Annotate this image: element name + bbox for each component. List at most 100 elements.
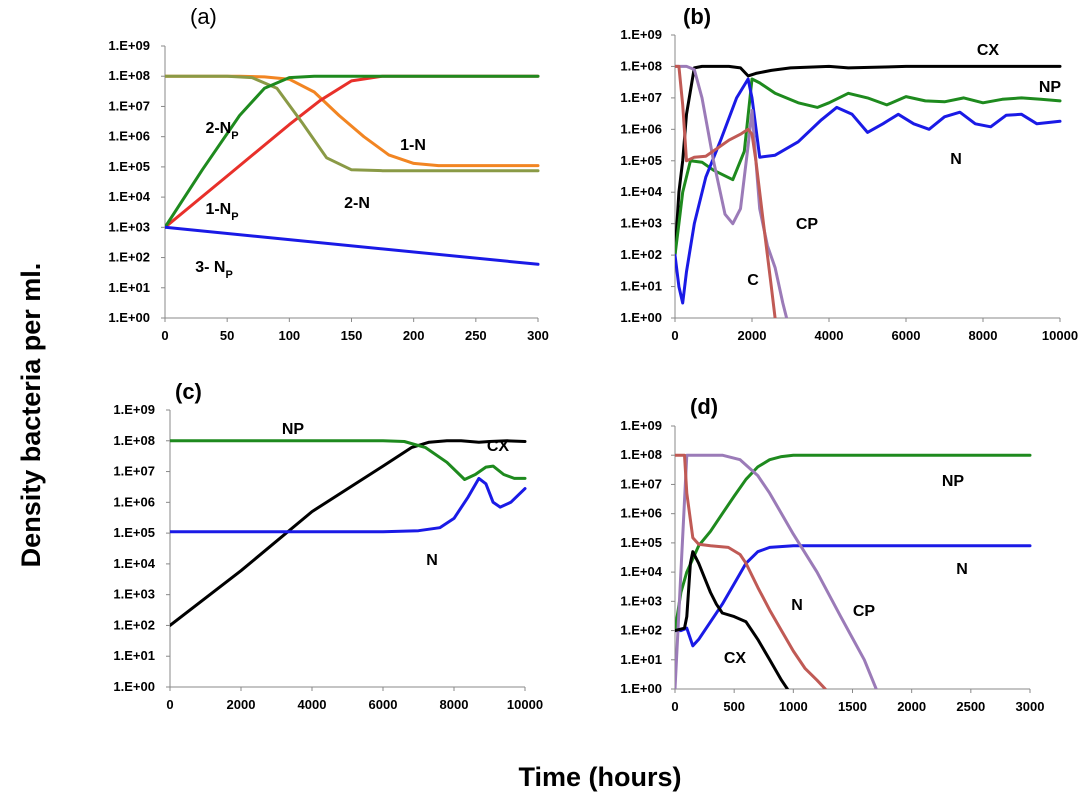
y-tick-label: 1.E+08 <box>113 433 155 448</box>
y-tick-label: 1.E+08 <box>108 68 150 83</box>
series-label: CP <box>853 603 876 620</box>
series-label: NP <box>282 421 305 438</box>
chart-panel-d: 1.E+09 1.E+08 1.E+07 1.E+06 1.E+05 1.E+04 1.E+… <box>620 394 1044 714</box>
y-tick-label: 1.E+07 <box>620 476 662 491</box>
y-tick-label: 1.E+07 <box>620 90 662 105</box>
y-tick-label: 1.E+07 <box>113 464 155 479</box>
y-tick-label: 1.E+09 <box>113 402 155 417</box>
chart-panel-a: 1.E+00 1.E+01 1.E+02 1.E+03 1.E+04 1.E+05 1.E+… <box>108 4 548 343</box>
x-tick-label: 0 <box>166 697 173 712</box>
x-tick-label: 2000 <box>227 697 256 712</box>
y-tick-label: 1.E+05 <box>620 153 662 168</box>
series-line-n <box>170 476 527 534</box>
panel-label: (b) <box>683 4 711 29</box>
x-tick-label: 100 <box>278 328 300 343</box>
chart-panel-b: 1.E+09 1.E+08 1.E+07 1.E+06 1.E+05 1.E+04 1.E+… <box>620 4 1078 343</box>
x-tick-label: 150 <box>341 328 363 343</box>
series-line-2-np <box>165 74 540 229</box>
series-label: C <box>747 272 759 289</box>
y-tick-label: 1.E+07 <box>108 98 150 113</box>
x-tick-label: 50 <box>220 328 234 343</box>
y-tick-label: 1.E+06 <box>620 506 662 521</box>
x-tick-label: 4000 <box>298 697 327 712</box>
panel-label: (a) <box>190 4 217 29</box>
y-tick-label: 1.E+03 <box>108 219 150 234</box>
figure-y-axis-label: Density bacteria per ml. <box>16 263 46 568</box>
y-tick-label: 1.E+01 <box>620 279 662 294</box>
x-tick-label: 8000 <box>969 328 998 343</box>
x-tick-label: 1500 <box>838 699 867 714</box>
series-line-np <box>170 439 527 481</box>
series-label: N <box>791 597 803 614</box>
series-label: CX <box>724 650 747 667</box>
series-line-cx <box>675 64 1062 257</box>
x-tick-label: 3000 <box>1016 699 1045 714</box>
y-tick-label: 1.E+03 <box>113 587 155 602</box>
series-label: 3- NP <box>195 259 233 281</box>
x-tick-label: 6000 <box>892 328 921 343</box>
panel-label: (d) <box>690 394 718 419</box>
x-tick-label: 300 <box>527 328 549 343</box>
y-tick-label: 1.E+08 <box>620 447 662 462</box>
panel-label: (c) <box>175 379 202 404</box>
y-tick-label: 1.E+05 <box>113 525 155 540</box>
x-tick-label: 6000 <box>369 697 398 712</box>
series-line-1-n <box>165 74 540 168</box>
y-tick-label: 1.E+09 <box>108 38 150 53</box>
series-line-cx <box>170 439 527 627</box>
y-tick-label: 1.E+03 <box>620 593 662 608</box>
y-tick-label: 1.E+02 <box>108 250 150 265</box>
x-tick-label: 10000 <box>1042 328 1078 343</box>
x-tick-label: 200 <box>403 328 425 343</box>
y-tick-label: 1.E+04 <box>620 184 662 199</box>
y-tick-label: 1.E+00 <box>108 310 150 325</box>
y-tick-label: 1.E+09 <box>620 27 662 42</box>
chart-panel-c: 1.E+00 1.E+01 1.E+02 1.E+03 1.E+04 1.E+05 1.E+… <box>113 379 543 712</box>
series-line-2-n <box>165 74 540 173</box>
y-tick-label: 1.E+00 <box>113 679 155 694</box>
figure-x-axis-label: Time (hours) <box>518 762 681 792</box>
series-line-3-np <box>165 225 540 266</box>
y-tick-label: 1.E+01 <box>108 280 150 295</box>
y-tick-label: 1.E+02 <box>113 617 155 632</box>
y-tick-label: 1.E+04 <box>108 189 150 204</box>
x-tick-label: 4000 <box>815 328 844 343</box>
y-tick-label: 1.E+00 <box>620 681 662 696</box>
y-tick-label: 1.E+06 <box>108 129 150 144</box>
series-line-np <box>675 77 1062 257</box>
series-label: 1-N <box>400 137 426 154</box>
y-tick-label: 1.E+04 <box>620 564 662 579</box>
y-tick-label: 1.E+03 <box>620 216 662 231</box>
series-label: N <box>950 151 962 168</box>
y-tick-label: 1.E+02 <box>620 247 662 262</box>
series-label: CX <box>487 438 510 455</box>
x-tick-label: 250 <box>465 328 487 343</box>
panels: 1.E+00 1.E+01 1.E+02 1.E+03 1.E+04 1.E+05 1.E+… <box>108 4 1078 714</box>
series-line-cp <box>675 453 878 689</box>
y-tick-label: 1.E+05 <box>108 159 150 174</box>
series-label: NP <box>1039 79 1062 96</box>
series-label: 2-NP <box>205 120 238 142</box>
x-tick-label: 500 <box>723 699 745 714</box>
series-label: N <box>426 552 438 569</box>
series-line-n <box>675 77 1062 305</box>
y-tick-label: 1.E+05 <box>620 535 662 550</box>
series-line-n <box>675 544 1032 648</box>
series-label: 2-N <box>344 195 370 212</box>
series-line-c <box>675 453 827 689</box>
y-tick-label: 1.E+08 <box>620 58 662 73</box>
series-label: CX <box>977 42 1000 59</box>
x-tick-label: 2000 <box>897 699 926 714</box>
y-tick-label: 1.E+01 <box>113 648 155 663</box>
x-tick-label: 2000 <box>738 328 767 343</box>
x-tick-label: 1000 <box>779 699 808 714</box>
y-tick-label: 1.E+01 <box>620 652 662 667</box>
series-line-c <box>675 64 777 318</box>
y-tick-label: 1.E+04 <box>113 556 155 571</box>
x-tick-label: 0 <box>671 328 678 343</box>
y-tick-label: 1.E+00 <box>620 310 662 325</box>
x-tick-label: 0 <box>161 328 168 343</box>
series-label: NP <box>942 473 965 490</box>
x-tick-label: 0 <box>671 699 678 714</box>
